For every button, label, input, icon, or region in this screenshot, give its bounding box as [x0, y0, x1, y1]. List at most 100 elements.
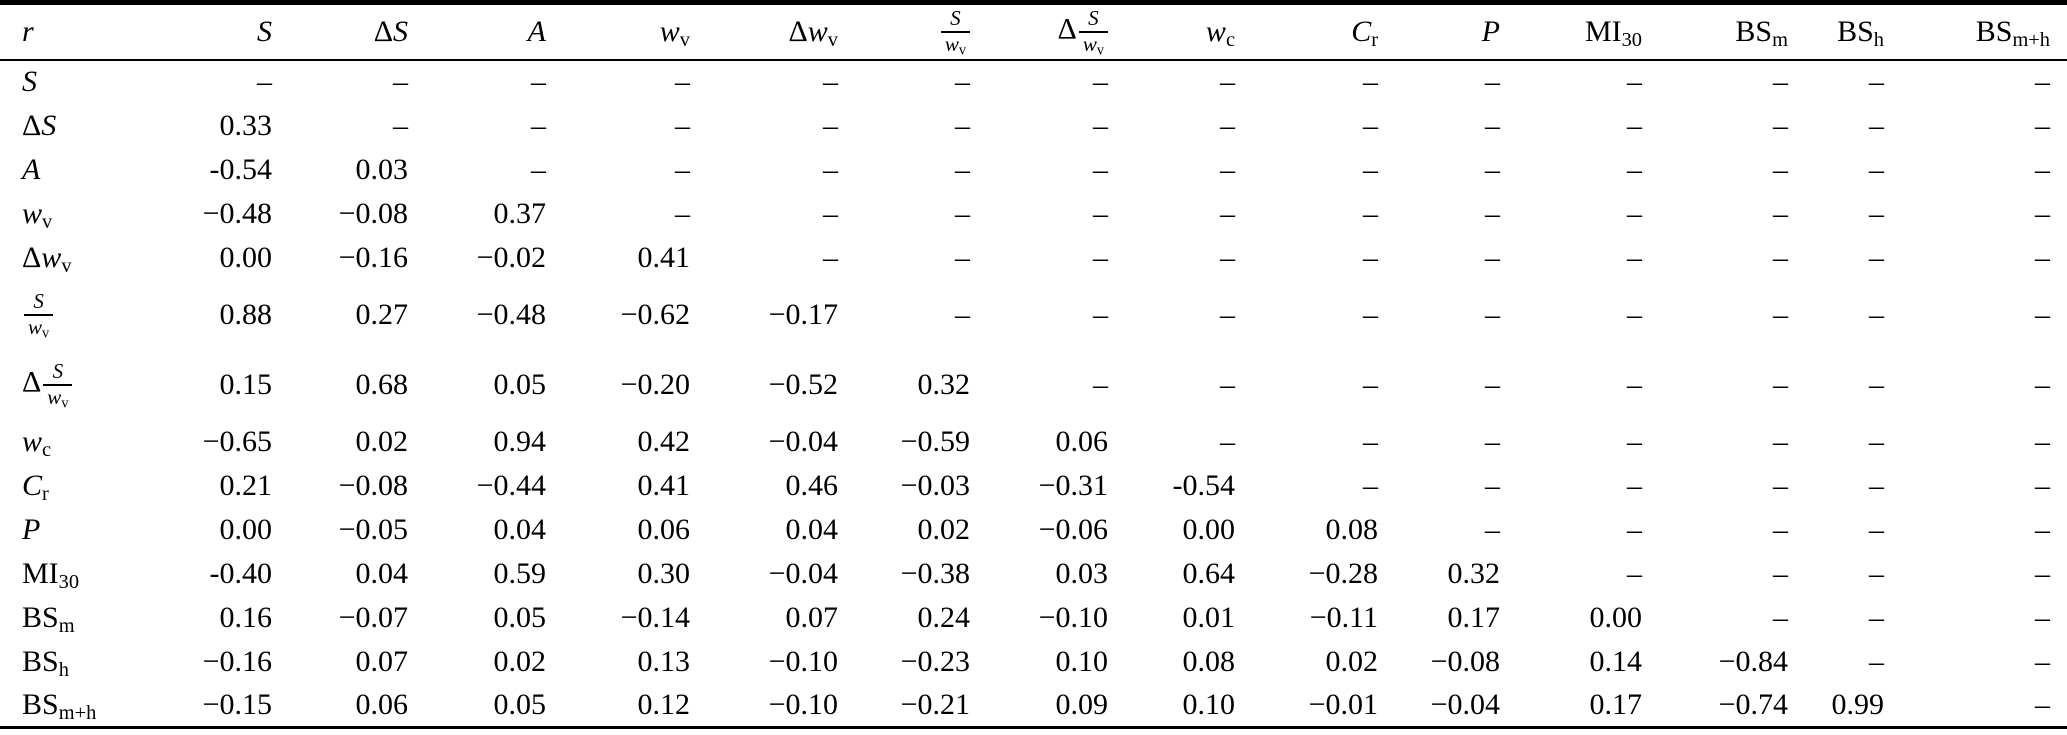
table-cell: 0.00	[1589, 600, 1643, 634]
table-cell: 0.08	[1325, 512, 1379, 546]
table-cell: –	[1363, 424, 1378, 458]
table-cell: 0.04	[785, 512, 839, 546]
table-cell: –	[955, 65, 970, 98]
row-label: A	[22, 152, 41, 186]
table-cell: –	[1869, 644, 1884, 678]
table-cell: 0.08	[1182, 644, 1236, 678]
row-label: wv	[22, 196, 53, 233]
table-cell: −0.01	[1308, 687, 1378, 721]
table-cell: −0.16	[338, 240, 408, 274]
table-row: A -0.54 0.03 – – – – – – – – – – – –	[0, 148, 2067, 192]
table-cell: 0.00	[219, 512, 273, 546]
table-cell: 0.32	[917, 367, 971, 401]
column-header: BSm+h	[1975, 14, 2050, 51]
table-cell: –	[1220, 297, 1235, 331]
table-cell: 0.88	[219, 297, 273, 331]
table-cell: –	[1485, 297, 1500, 331]
table-cell: 0.42	[637, 424, 691, 458]
table-cell: 0.21	[219, 468, 273, 502]
table-cell: −0.07	[338, 600, 408, 634]
table-cell: 0.68	[355, 367, 409, 401]
table-row: Δwv 0.00 −0.16 −0.02 0.41 – – – – – – – – – –	[0, 236, 2067, 280]
table-cell: −0.15	[202, 687, 272, 721]
table-cell: 0.06	[355, 687, 409, 721]
table-cell: –	[1220, 424, 1235, 458]
column-header: MI30	[1584, 14, 1642, 51]
table-cell: –	[1485, 152, 1500, 186]
table-cell: 0.03	[1055, 556, 1109, 590]
table-cell: 0.15	[219, 367, 273, 401]
table-cell: –	[1485, 65, 1500, 98]
table-cell: –	[675, 196, 690, 230]
table-cell: 0.01	[1182, 600, 1236, 634]
table-cell: –	[955, 240, 970, 274]
table-cell: −0.11	[1309, 600, 1378, 634]
table-cell: 0.02	[355, 424, 409, 458]
table-cell: –	[1363, 152, 1378, 186]
table-cell: −0.21	[900, 687, 970, 721]
table-cell: –	[675, 65, 690, 98]
table-cell: –	[823, 152, 838, 186]
table-cell: −0.28	[1308, 556, 1378, 590]
table-cell: –	[1627, 152, 1642, 186]
table-cell: –	[1220, 367, 1235, 401]
table-cell: -0.54	[209, 152, 273, 186]
table-cell: –	[1627, 240, 1642, 274]
table-cell: –	[2035, 297, 2050, 331]
table-cell: –	[1773, 297, 1788, 331]
table-cell: −0.02	[476, 240, 546, 274]
table-cell: –	[823, 240, 838, 274]
table-cell: –	[675, 108, 690, 142]
table-cell: –	[1773, 108, 1788, 142]
table-cell: –	[2035, 424, 2050, 458]
row-label: BSm	[22, 600, 75, 637]
row-label: P	[22, 512, 41, 546]
row-label: wc	[22, 424, 52, 461]
table-body: S – – – – – – – – – – – – – – ΔS 0.33 – – – – – – – – – – – – – A -0.54…	[0, 60, 2067, 728]
column-header: wc	[1205, 14, 1235, 51]
table-cell: –	[2035, 600, 2050, 634]
table-cell: –	[1773, 556, 1788, 590]
table-cell: 0.64	[1182, 556, 1236, 590]
table-cell: −0.74	[1718, 687, 1788, 721]
table-cell: –	[823, 196, 838, 230]
table-cell: -0.54	[1172, 468, 1236, 502]
table-cell: 0.32	[1447, 556, 1501, 590]
table-cell: −0.10	[768, 687, 838, 721]
table-cell: –	[1869, 196, 1884, 230]
table-cell: 0.10	[1182, 687, 1236, 721]
table-cell: 0.02	[917, 512, 971, 546]
table-cell: –	[1363, 367, 1378, 401]
table-cell: –	[2035, 240, 2050, 274]
corner-header-r: r	[22, 14, 34, 48]
table-row: S – – – – – – – – – – – – – –	[0, 60, 2067, 104]
table-cell: –	[2035, 108, 2050, 142]
table-cell: –	[1093, 297, 1108, 331]
table-cell: –	[2035, 367, 2050, 401]
table-cell: 0.30	[637, 556, 691, 590]
table-cell: 0.10	[1055, 644, 1109, 678]
table-cell: –	[1363, 65, 1378, 98]
table-cell: –	[1627, 556, 1642, 590]
table-cell: −0.08	[1430, 644, 1500, 678]
table-cell: –	[1093, 65, 1108, 98]
table-cell: –	[1363, 240, 1378, 274]
table-cell: –	[823, 108, 838, 142]
column-header: BSm	[1735, 14, 1788, 51]
table-cell: 0.99	[1831, 687, 1885, 721]
table-cell: −0.16	[202, 644, 272, 678]
table-cell: −0.17	[768, 297, 838, 331]
table-cell: –	[2035, 556, 2050, 590]
table-cell: –	[1773, 424, 1788, 458]
table-cell: –	[1773, 152, 1788, 186]
